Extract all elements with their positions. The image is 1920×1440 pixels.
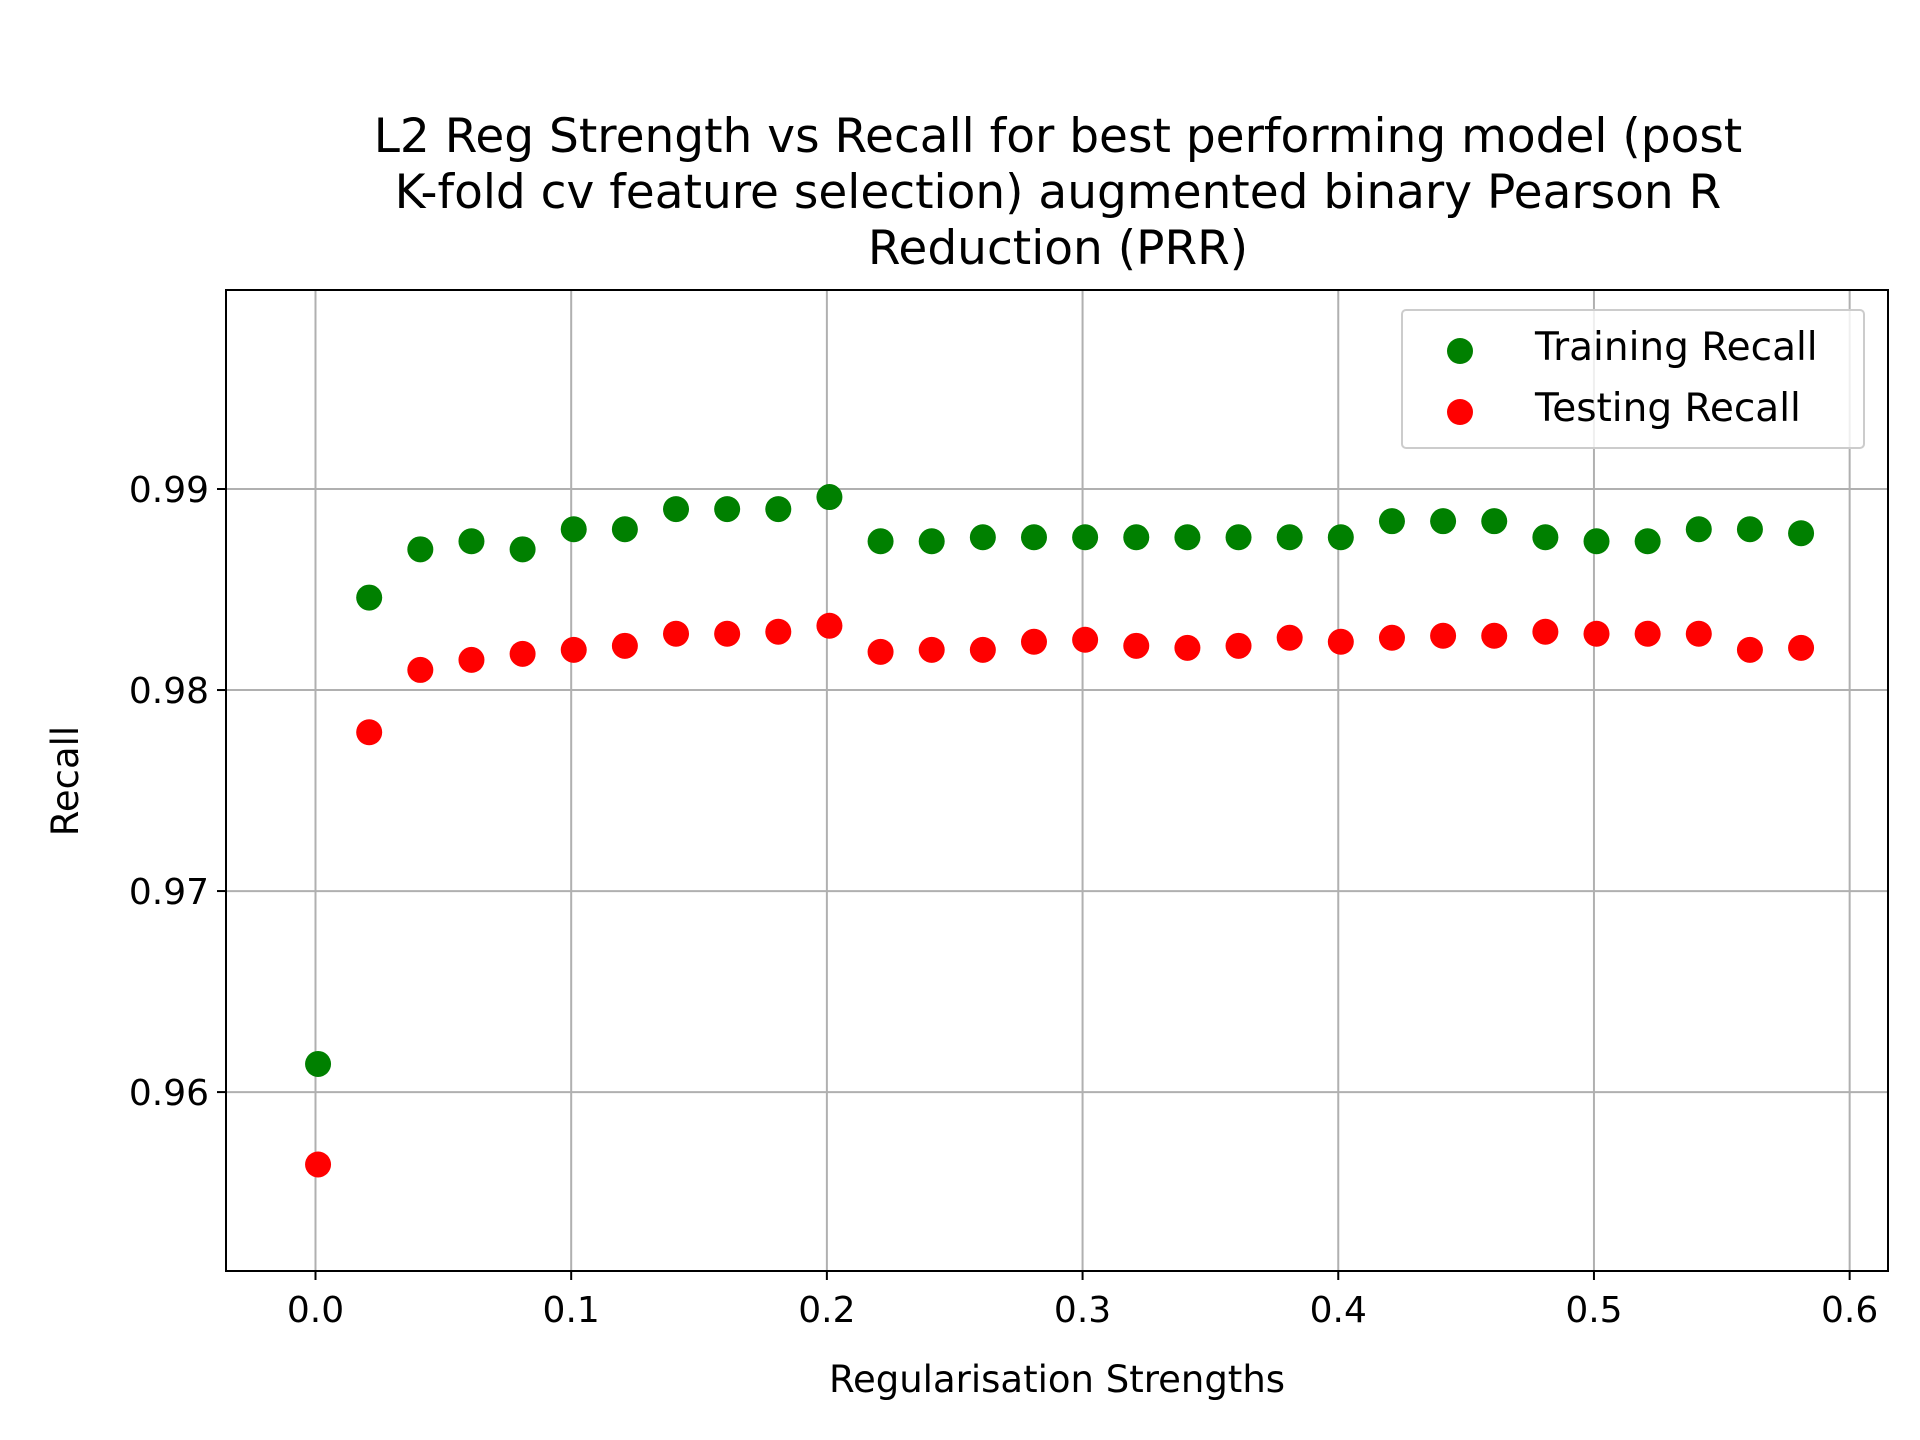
training-recall-point xyxy=(1532,524,1559,551)
training-recall-point xyxy=(1327,524,1354,551)
training-recall-point xyxy=(918,528,945,555)
testing-recall-point xyxy=(1736,636,1763,663)
training-recall-point xyxy=(305,1050,332,1077)
testing-recall-point xyxy=(1123,632,1150,659)
testing-recall-point xyxy=(765,618,792,645)
x-axis-label: Regularisation Strengths xyxy=(829,1358,1285,1401)
legend-label-testing: Testing Recall xyxy=(1534,386,1801,431)
training-recall-point xyxy=(509,536,536,563)
training-recall-point xyxy=(1788,520,1815,547)
y-tick-label: 0.97 xyxy=(129,872,209,913)
testing-recall-point xyxy=(305,1151,332,1178)
chart-title-line-2: K-fold cv feature selection) augmented b… xyxy=(395,165,1722,220)
testing-recall-point xyxy=(1685,620,1712,647)
testing-recall-point xyxy=(407,656,434,683)
legend-marker-testing xyxy=(1447,399,1473,425)
training-recall-point xyxy=(458,528,485,555)
legend: Training Recall Testing Recall xyxy=(1401,309,1865,449)
testing-recall-point xyxy=(867,638,894,665)
testing-recall-point xyxy=(1072,626,1099,653)
legend-box xyxy=(1401,309,1865,449)
chart-title-line-3: Reduction (PRR) xyxy=(868,221,1248,276)
testing-recall-point xyxy=(1276,624,1303,651)
training-recall-point xyxy=(1634,528,1661,555)
training-recall-point xyxy=(714,496,741,523)
x-tick-label: 0.4 xyxy=(1310,1290,1367,1331)
training-recall-point xyxy=(1378,508,1405,535)
testing-recall-point xyxy=(1225,632,1252,659)
testing-recall-point xyxy=(1327,628,1354,655)
testing-recall-point xyxy=(663,620,690,647)
training-recall-point xyxy=(1685,516,1712,543)
testing-recall-point xyxy=(611,632,638,659)
training-recall-point xyxy=(867,528,894,555)
training-recall-point xyxy=(1276,524,1303,551)
chart-title: L2 Reg Strength vs Recall for best perfo… xyxy=(374,109,1743,276)
testing-recall-point xyxy=(1583,620,1610,647)
legend-label-training: Training Recall xyxy=(1534,325,1818,370)
data-points xyxy=(305,484,1815,1178)
grid-lines xyxy=(226,290,1888,1271)
training-recall-point xyxy=(1481,508,1508,535)
training-recall-point xyxy=(1736,516,1763,543)
legend-marker-training xyxy=(1447,338,1473,364)
testing-recall-point xyxy=(1532,618,1559,645)
testing-recall-point xyxy=(714,620,741,647)
x-tick-label: 0.6 xyxy=(1821,1290,1878,1331)
x-tick-label: 0.0 xyxy=(287,1290,344,1331)
y-tick-label: 0.96 xyxy=(129,1073,209,1114)
testing-recall-point xyxy=(918,636,945,663)
training-recall-point xyxy=(407,536,434,563)
training-recall-point xyxy=(560,516,587,543)
testing-recall-point xyxy=(1020,628,1047,655)
testing-recall-point xyxy=(816,612,843,639)
training-recall-point xyxy=(1583,528,1610,555)
x-tick-label: 0.1 xyxy=(543,1290,600,1331)
testing-recall-point xyxy=(458,646,485,673)
training-recall-point xyxy=(969,524,996,551)
x-tick-label: 0.3 xyxy=(1054,1290,1111,1331)
testing-recall-point xyxy=(1378,624,1405,651)
y-tick-label: 0.99 xyxy=(129,470,209,511)
training-recall-point xyxy=(1430,508,1457,535)
training-recall-point xyxy=(816,484,843,511)
x-tick-label: 0.5 xyxy=(1565,1290,1622,1331)
y-axis-label: Recall xyxy=(44,726,87,836)
training-recall-point xyxy=(1072,524,1099,551)
training-recall-point xyxy=(611,516,638,543)
training-recall-point xyxy=(356,584,383,611)
training-recall-point xyxy=(1123,524,1150,551)
testing-recall-point xyxy=(1430,622,1457,649)
y-tick-label: 0.98 xyxy=(129,671,209,712)
training-recall-point xyxy=(1225,524,1252,551)
testing-recall-point xyxy=(969,636,996,663)
axis-ticks: 0.0 0.1 0.2 0.3 0.4 0.5 0.6 0.96 0.97 0.98 0.99 xyxy=(129,470,1878,1331)
testing-recall-point xyxy=(509,640,536,667)
testing-recall-point xyxy=(1788,634,1815,661)
chart-title-line-1: L2 Reg Strength vs Recall for best perfo… xyxy=(374,109,1743,164)
x-tick-label: 0.2 xyxy=(798,1290,855,1331)
training-recall-point xyxy=(663,496,690,523)
training-recall-point xyxy=(1020,524,1047,551)
plot-frame xyxy=(225,289,1889,1272)
testing-recall-point xyxy=(356,719,383,746)
testing-recall-point xyxy=(560,636,587,663)
testing-recall-point xyxy=(1481,622,1508,649)
testing-recall-point xyxy=(1174,634,1201,661)
training-recall-point xyxy=(1174,524,1201,551)
testing-recall-point xyxy=(1634,620,1661,647)
training-recall-point xyxy=(765,496,792,523)
